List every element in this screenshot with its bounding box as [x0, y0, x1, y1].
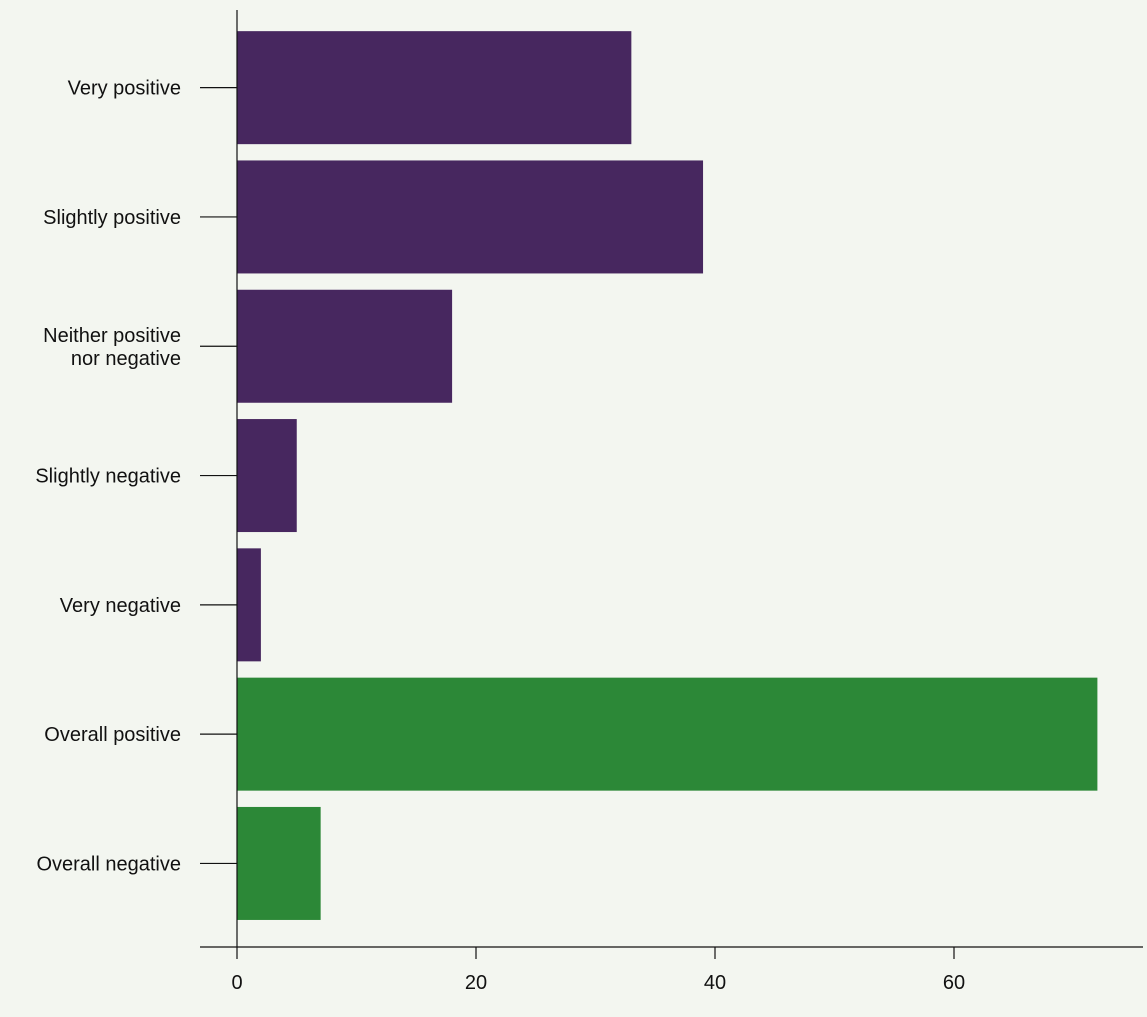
y-tick-label-3: Neither positive nor negative	[43, 325, 181, 370]
bar-7	[237, 806, 321, 920]
x-tick-label-20: 20	[465, 972, 487, 994]
bar-5	[237, 548, 261, 662]
y-tick-label-5: Very negative	[60, 595, 181, 617]
bar-2	[237, 160, 704, 274]
x-tick-label-0: 0	[231, 972, 242, 994]
bar-3	[237, 289, 453, 403]
y-tick-label-1: Very positive	[68, 78, 181, 100]
y-tick-label-2: Slightly positive	[43, 207, 181, 229]
axes-layer	[200, 10, 1143, 959]
labels-layer: Very positive Slightly positive Neither po…	[35, 78, 965, 994]
bar-1	[237, 31, 632, 145]
x-tick-label-60: 60	[943, 972, 965, 994]
y-tick-label-7: Overall negative	[36, 853, 181, 875]
x-tick-label-40: 40	[704, 972, 726, 994]
y-tick-label-6: Overall positive	[44, 724, 181, 746]
bars-layer	[237, 31, 1098, 920]
bar-6	[237, 677, 1098, 791]
y-tick-label-4: Slightly negative	[35, 466, 181, 488]
bar-4	[237, 419, 297, 533]
